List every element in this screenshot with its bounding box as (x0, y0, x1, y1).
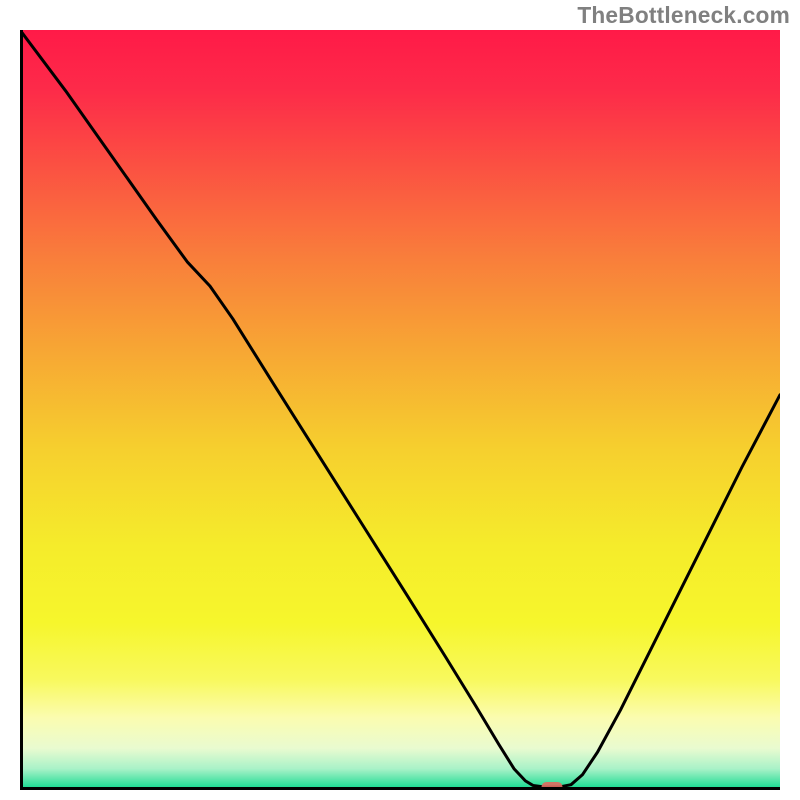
chart-frame: TheBottleneck.com (0, 0, 800, 800)
bottleneck-chart (20, 30, 780, 790)
watermark-text: TheBottleneck.com (577, 2, 790, 29)
gradient-background (20, 30, 780, 790)
